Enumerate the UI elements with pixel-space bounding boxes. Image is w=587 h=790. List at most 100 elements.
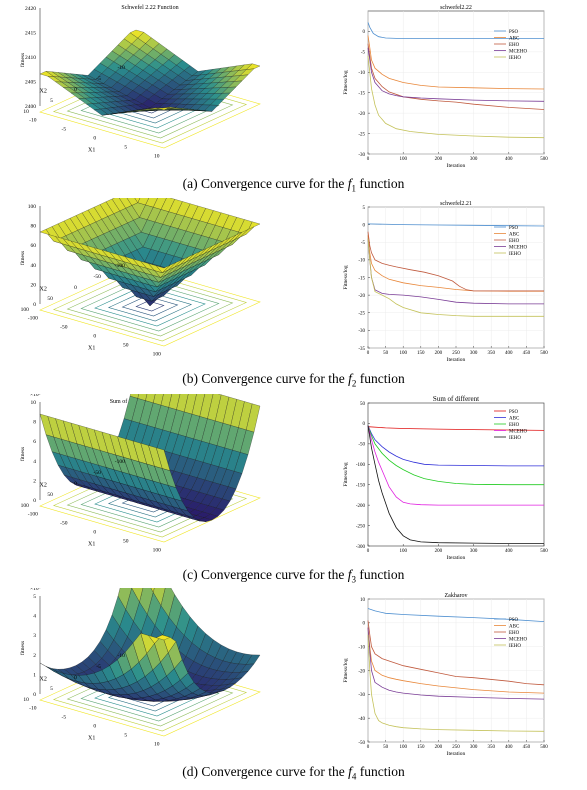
y-tick-label: -50 [358, 741, 365, 746]
y-tick-label: -150 [356, 484, 366, 489]
z-tick-label: 20 [31, 282, 37, 288]
caption-b-function: f [348, 371, 352, 386]
x-tick-label: 100 [153, 351, 162, 357]
z-tick-label: 2410 [25, 55, 36, 61]
y-tick-label: 5 [50, 98, 53, 104]
x-tick-label: 450 [523, 351, 531, 356]
y-tick-label: -200 [356, 504, 366, 509]
chart-title: Zakharov [445, 593, 468, 599]
z-tick-label: 4 [33, 459, 36, 465]
y-tick-label: -5 [361, 51, 366, 56]
contour-ring [39, 265, 261, 347]
contour-ring [66, 275, 234, 337]
convergence-panel-c: Sum of different 0 100 200 300 400 500 50 0 -50 -1… [332, 392, 587, 562]
convergence-chart-a: schwefel2.22 0 100 200 300 400 500 0 -5 -10 -15 -20… [343, 4, 548, 169]
surface-facet [156, 447, 171, 471]
x-tick-label: 450 [523, 745, 531, 750]
y-tick-label: -10 [117, 653, 125, 659]
x-tick-label: 300 [470, 157, 478, 162]
surface-panel-b: Schwefel 2.21 Function100806040200fitnes… [0, 198, 290, 366]
x-tick-label: 200 [435, 745, 443, 750]
x-tick-label: 50 [123, 538, 129, 544]
z-axis-label: fitness [19, 251, 26, 265]
series-line-ieho [367, 55, 545, 139]
legend-label: IEHO [509, 56, 521, 61]
z-tick-label: 6 [33, 439, 36, 445]
chart-title: schwefel2.21 [440, 200, 472, 207]
x-tick-label: 0 [367, 745, 370, 750]
legend-label: PSO [509, 618, 519, 623]
series-line-ieho [367, 634, 545, 732]
x-tick-label: 50 [383, 745, 389, 750]
x-tick-label: 300 [470, 351, 478, 356]
series-line-abc [367, 35, 545, 90]
series-line-mceho [367, 425, 544, 506]
y-tick-label: -100 [356, 463, 366, 468]
z-tick-label: 2 [33, 478, 36, 484]
x-tick-label: 500 [540, 351, 548, 356]
y-tick-label: -250 [356, 524, 366, 529]
y-tick-label: -10 [358, 645, 365, 650]
y-tick-label: 100 [21, 503, 30, 509]
x-tick-label: -100 [28, 511, 38, 517]
y-axis-label: Fitness/log [343, 462, 349, 486]
z-tick-label: 2405 [25, 80, 36, 86]
x-tick-label: -10 [29, 705, 37, 711]
surface-plot-d: Zakharov Function543210×10⁴fitness-10-50… [19, 588, 261, 747]
z-tick-label: 2400 [25, 104, 36, 110]
y-tick-label: 0 [74, 87, 77, 93]
legend-label: IEHO [509, 436, 521, 441]
x-axis-label: Iteration [447, 751, 466, 757]
series-line-eho [367, 231, 544, 292]
caption-d-subscript: 4 [351, 771, 357, 782]
x-tick-label: 5 [124, 732, 127, 738]
series-line-mceho [367, 627, 545, 700]
caption-a-function: f [347, 176, 352, 191]
z-tick-label: 60 [31, 243, 37, 249]
surface-facet [156, 107, 171, 111]
caption-c-suffix: function [355, 567, 405, 582]
x-tick-label: 100 [399, 157, 407, 162]
surface-panel-a: Schwefel 2.22 Function 2420 2415 2410 2405 24… [0, 0, 290, 170]
y-tick-label: 5 [50, 686, 53, 692]
x-tick-label: 400 [505, 549, 513, 554]
x-tick-label: 350 [487, 745, 495, 750]
x-axis-label: Iteration [447, 357, 466, 363]
y-tick-label: -10 [117, 65, 125, 71]
x-tick-label: 300 [470, 549, 478, 554]
y-tick-label: -20 [358, 294, 365, 299]
x-tick-label: -10 [29, 117, 37, 123]
x-tick-label: 200 [435, 157, 443, 162]
y-tick-label: -40 [358, 717, 365, 722]
y-tick-label: -15 [358, 276, 365, 281]
y-tick-label: -25 [358, 312, 365, 317]
y-tick-label: 0 [74, 481, 77, 487]
series-line-pso [367, 223, 545, 227]
z-tick-label: 3 [33, 633, 36, 639]
legend-label: IEHO [509, 252, 521, 257]
y-axis-label: X2 [40, 287, 47, 293]
x-tick-label: 10 [154, 153, 160, 159]
caption-c-function: f [347, 567, 352, 582]
caption-c: (c) Convergence curve for the f3 functio… [0, 567, 587, 585]
y-tick-label: 0 [74, 675, 77, 681]
x-tick-label: 300 [470, 745, 478, 750]
series-line-pso [367, 22, 544, 39]
x-tick-label: 200 [435, 549, 443, 554]
legend-label: PSO [509, 410, 519, 415]
x-tick-label: 100 [399, 351, 407, 356]
surface-plot-a: Schwefel 2.22 Function 2420 2415 2410 2405 24… [19, 4, 261, 159]
y-tick-label: -35 [358, 347, 365, 352]
y-tick-label: -20 [358, 112, 365, 117]
series-line-ieho [367, 425, 544, 544]
y-tick-label: 50 [47, 296, 53, 302]
z-tick-label: 40 [31, 263, 37, 269]
y-axis-label: X2 [40, 89, 47, 95]
z-tick-label: 80 [31, 224, 37, 230]
legend-label: PSO [509, 30, 519, 35]
surface-plot-b: Schwefel 2.21 Function100806040200fitnes… [19, 198, 261, 357]
caption-a-subscript: 1 [351, 183, 356, 194]
x-axis-label: Iteration [447, 555, 466, 561]
